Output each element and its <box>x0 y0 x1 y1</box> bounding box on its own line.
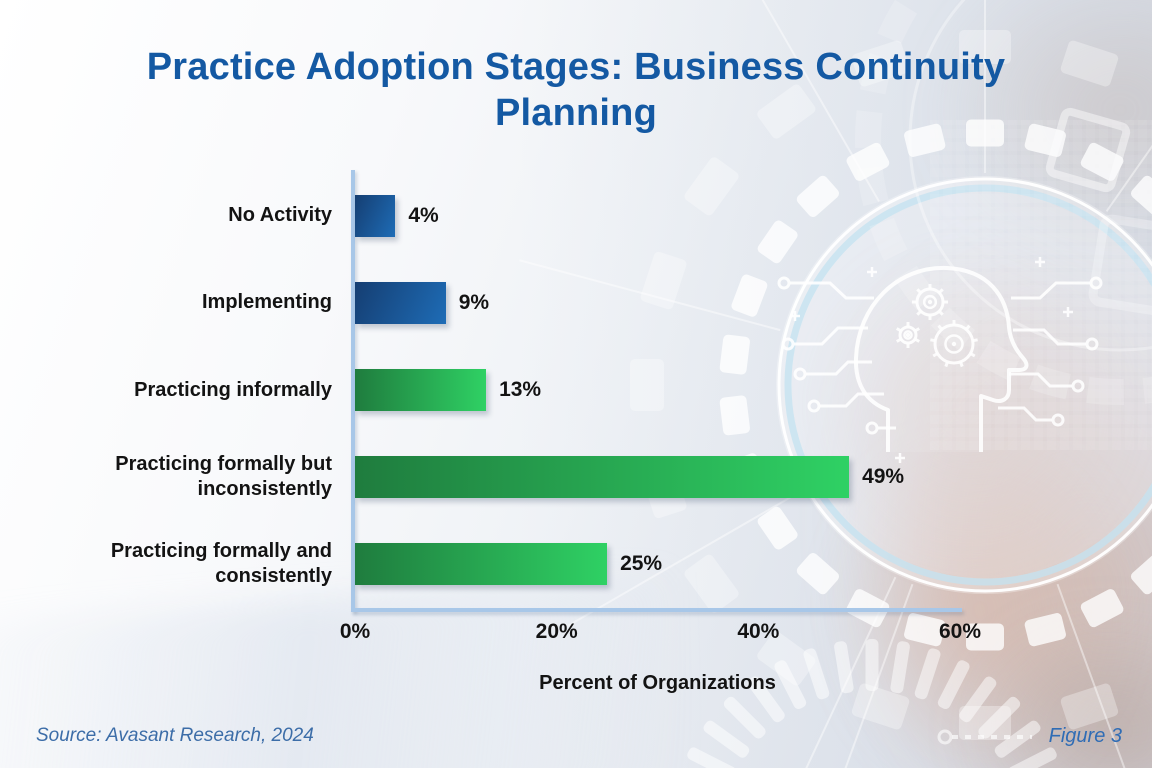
sparkle-icon <box>1035 257 1045 267</box>
background-pixel-grid <box>930 120 1152 450</box>
x-tick-label: 40% <box>737 620 780 643</box>
value-label: 49% <box>862 465 905 489</box>
sparkle-icon <box>1063 307 1073 317</box>
bar-row: 25% <box>355 521 960 608</box>
category-labels: No Activity Implementing Practicing inform… <box>30 172 332 608</box>
x-tick-label: 0% <box>339 620 371 643</box>
bar <box>355 281 446 324</box>
x-axis-title: Percent of Organizations <box>539 672 776 694</box>
bar <box>355 369 487 411</box>
circuit-trace-icon <box>1009 372 1072 388</box>
value-label: 4% <box>408 203 439 227</box>
figure-caption: Figure 3 <box>1048 725 1122 747</box>
category-label: No Activity <box>228 204 332 227</box>
category-label: Implementing <box>201 291 332 314</box>
bar-row: 13% <box>355 346 960 433</box>
x-axis-line <box>351 608 962 612</box>
value-label: 13% <box>499 378 542 401</box>
chart-title: Practice Adoption Stages: Business Conti… <box>146 46 1006 135</box>
circuit-trace-icon <box>998 406 1052 422</box>
source-caption: Source: Avasant Research, 2024 <box>36 725 314 746</box>
value-label: 25% <box>620 552 663 576</box>
bar <box>355 456 850 499</box>
x-tick-label: 20% <box>535 620 578 643</box>
x-axis-ticks: 0% 20% 40% 60% <box>340 620 981 652</box>
value-label: 9% <box>458 290 490 314</box>
bar-chart: 4% 9% 13% 49% 25% <box>355 172 960 608</box>
bar-row: 4% <box>355 172 960 259</box>
bar-row: 9% <box>355 259 960 346</box>
bar <box>355 194 396 237</box>
circuit-trace-icon <box>1011 281 1090 300</box>
category-label: Practicing formally but inconsistently <box>115 453 332 501</box>
x-tick-label: 60% <box>938 620 982 643</box>
bar <box>355 543 608 586</box>
y-axis-line <box>351 170 355 612</box>
circuit-trace-icon <box>1013 328 1086 346</box>
category-label: Practicing informally <box>134 378 332 401</box>
category-label: Practicing formally and consistently <box>110 540 332 588</box>
bar-row: 49% <box>355 434 960 521</box>
